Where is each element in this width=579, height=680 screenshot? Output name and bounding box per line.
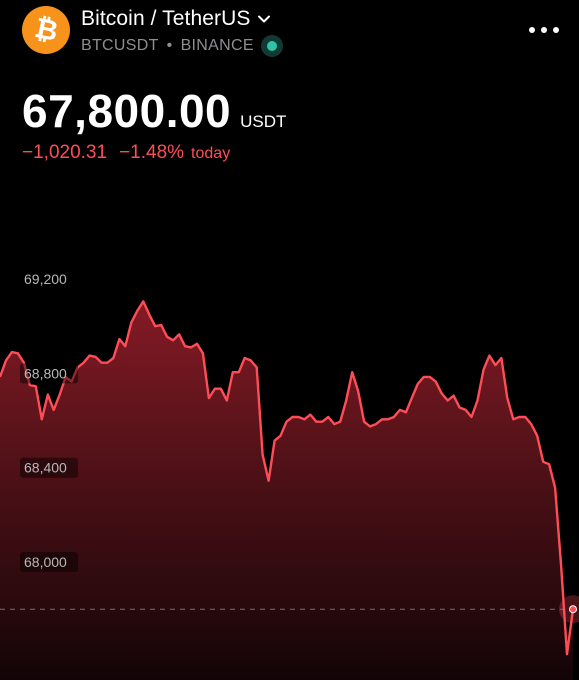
- price-area-fill: [0, 301, 573, 680]
- price-line: [0, 300, 575, 656]
- y-axis-tick-label: 68,800: [20, 363, 78, 384]
- pair-name: Bitcoin / TetherUS: [81, 7, 251, 30]
- bitcoin-icon: ₿: [22, 6, 70, 54]
- separator-dot: •: [166, 37, 173, 54]
- change-period: today: [191, 145, 231, 162]
- change-absolute: −1,020.31: [22, 142, 108, 163]
- change-percent: −1.48%: [119, 142, 185, 163]
- ticker-symbol: BTCUSDT: [81, 37, 159, 54]
- y-axis-tick-label: 69,200: [20, 268, 78, 289]
- chevron-down-icon: [257, 15, 270, 23]
- y-axis-tick-label: 68,400: [20, 457, 78, 478]
- price-unit: USDT: [240, 112, 287, 131]
- symbol-subtitle: BTCUSDT • BINANCE: [81, 35, 283, 57]
- last-price-marker: [569, 605, 577, 614]
- pair-selector[interactable]: Bitcoin / TetherUS: [81, 6, 271, 32]
- price-chart[interactable]: 69,200 68,800 68,400 68,000: [0, 220, 579, 680]
- exchange-name: BINANCE: [180, 37, 254, 54]
- market-open-indicator-icon: [260, 35, 283, 57]
- y-axis-tick-text: 68,000: [24, 554, 67, 570]
- symbol-header: ₿ Bitcoin / TetherUS BTCUSDT • BINANCE: [0, 0, 579, 70]
- y-axis-tick-text: 69,200: [24, 271, 67, 287]
- last-price: 67,800.00: [22, 85, 232, 137]
- y-axis-tick-text: 68,400: [24, 460, 67, 476]
- y-axis-tick-label: 68,000: [20, 552, 78, 573]
- more-horizontal-icon[interactable]: [529, 20, 559, 40]
- y-axis-tick-text: 68,800: [24, 365, 67, 381]
- price-block: 67,800.00 USDT: [22, 84, 286, 138]
- daily-change: −1,020.31 −1.48% today: [22, 142, 230, 164]
